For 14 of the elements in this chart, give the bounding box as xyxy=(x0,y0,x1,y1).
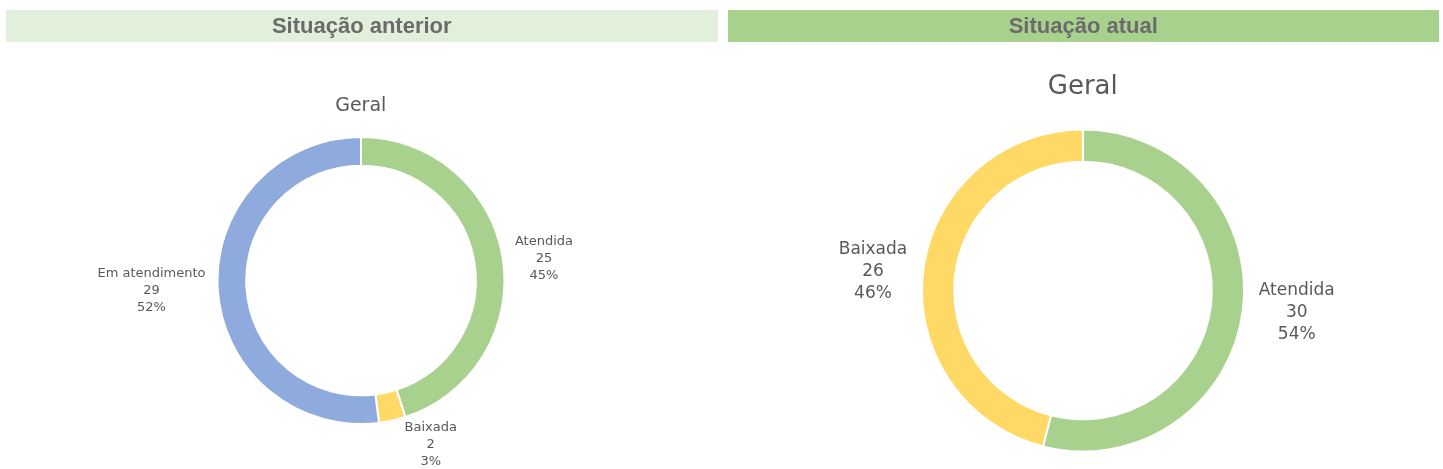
slice-label: Atendida xyxy=(1258,279,1335,300)
data-label: 30 54% xyxy=(1277,301,1316,344)
data-label: 25 45% xyxy=(529,249,559,282)
chart-title: Situação atual xyxy=(727,10,1439,42)
slice-label: Baixada xyxy=(838,237,907,258)
data-label: 26 46% xyxy=(853,259,892,302)
chart-subtitle: Geral xyxy=(335,92,387,115)
data-label: 29 52% xyxy=(137,282,166,315)
slice-label: Em atendimento xyxy=(97,265,206,281)
slice-label: Baixada xyxy=(404,419,457,435)
chart-title: Situação anterior xyxy=(6,10,718,42)
data-label: 2 3% xyxy=(420,436,441,469)
chart-subtitle: Geral xyxy=(1047,70,1118,101)
slice-label: Atendida xyxy=(514,233,574,249)
